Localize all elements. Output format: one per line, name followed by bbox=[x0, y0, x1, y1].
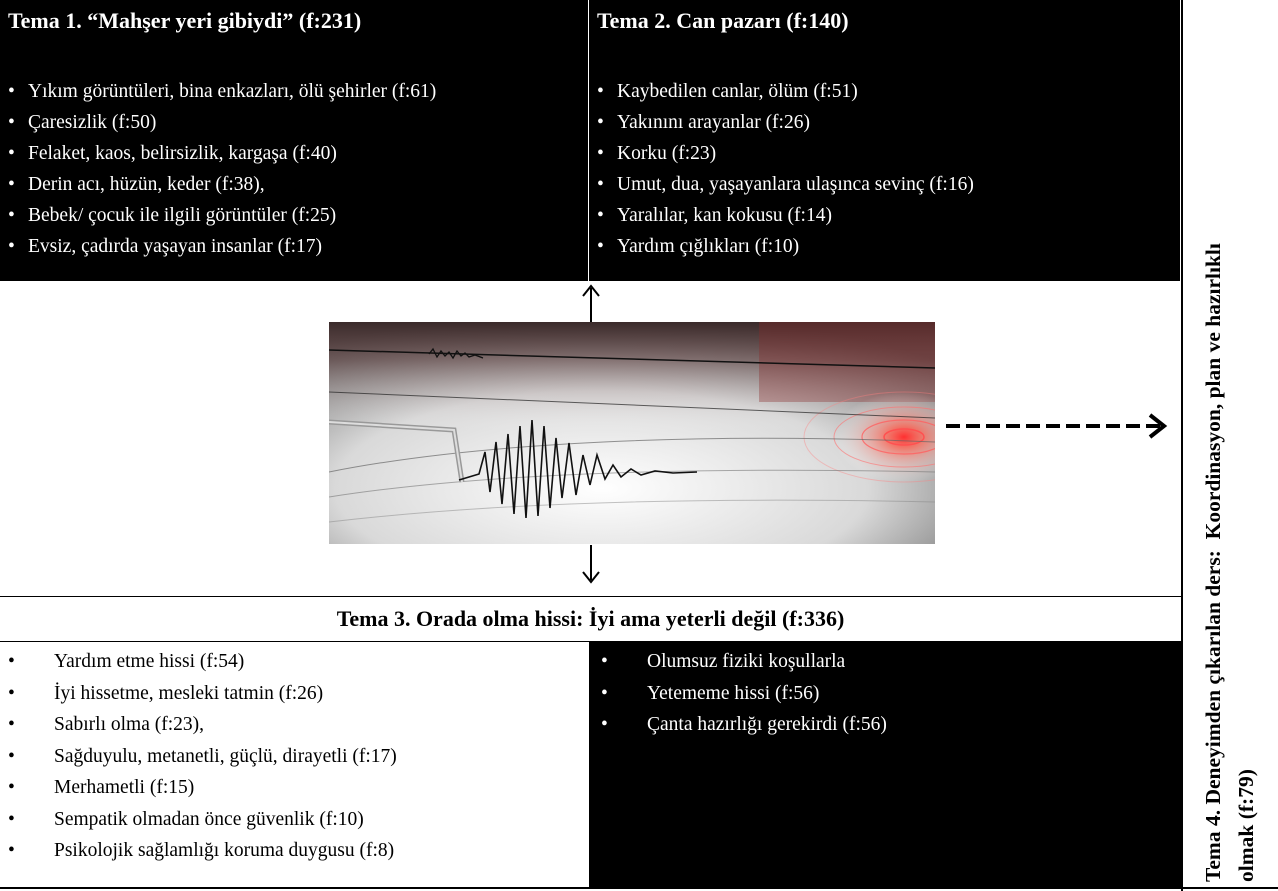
list-item: Çanta hazırlığı gerekirdi (f:56) bbox=[601, 709, 887, 741]
arrow-up-icon bbox=[582, 284, 600, 322]
list-item: Sabırlı olma (f:23), bbox=[8, 709, 397, 741]
theme1-panel: Tema 1. “Mahşer yeri gibiydi” (f:231) Yı… bbox=[0, 0, 588, 281]
theme3-right-panel: Olumsuz fiziki koşullarla Yetememe hissi… bbox=[589, 642, 1181, 887]
theme4-text: Tema 4. Deneyimden çıkarılan ders: Koord… bbox=[1197, 28, 1263, 888]
list-item: Çaresizlik (f:50) bbox=[8, 107, 436, 138]
list-item: Olumsuz fiziki koşullarla bbox=[601, 646, 887, 678]
theme4-panel: Tema 4. Deneyimden çıkarılan ders: Koord… bbox=[1183, 0, 1278, 891]
theme1-list: Yıkım görüntüleri, bina enkazları, ölü ş… bbox=[8, 76, 436, 262]
theme2-panel: Tema 2. Can pazarı (f:140) Kaybedilen ca… bbox=[589, 0, 1180, 281]
arrow-down-icon bbox=[582, 545, 600, 584]
list-item: Yakınını arayanlar (f:26) bbox=[597, 107, 974, 138]
list-item: Umut, dua, yaşayanlara ulaşınca sevinç (… bbox=[597, 169, 974, 200]
list-item: Yaralılar, kan kokusu (f:14) bbox=[597, 200, 974, 231]
list-item: Sağduyulu, metanetli, güçlü, dirayetli (… bbox=[8, 741, 397, 773]
list-item: Felaket, kaos, belirsizlik, kargaşa (f:4… bbox=[8, 138, 436, 169]
dashed-arrow-right-icon bbox=[946, 413, 1168, 439]
theme4-line2: olmak (f:79) bbox=[1234, 769, 1258, 882]
list-item: Merhametli (f:15) bbox=[8, 772, 397, 804]
list-item: Psikolojik sağlamlığı koruma duygusu (f:… bbox=[8, 835, 397, 867]
theme3-title-line bbox=[0, 641, 1181, 642]
seismograph-image bbox=[329, 322, 935, 544]
theme1-title: Tema 1. “Mahşer yeri gibiydi” (f:231) bbox=[8, 8, 362, 33]
list-item: Yıkım görüntüleri, bina enkazları, ölü ş… bbox=[8, 76, 436, 107]
list-item: Evsiz, çadırda yaşayan insanlar (f:17) bbox=[8, 231, 436, 262]
theme3-right-list: Olumsuz fiziki koşullarla Yetememe hissi… bbox=[601, 646, 887, 741]
theme3-top-line bbox=[0, 596, 1181, 597]
theme3-left-list: Yardım etme hissi (f:54) İyi hissetme, m… bbox=[8, 646, 397, 867]
frame-bottom-line bbox=[0, 887, 1278, 889]
frame-right-line bbox=[1181, 0, 1183, 891]
theme2-title: Tema 2. Can pazarı (f:140) bbox=[597, 8, 849, 33]
theme4-line1: Tema 4. Deneyimden çıkarılan ders: Koord… bbox=[1201, 243, 1225, 882]
theme3-left-panel: Yardım etme hissi (f:54) İyi hissetme, m… bbox=[0, 642, 588, 887]
theme3-title-row: Tema 3. Orada olma hissi: İyi ama yeterl… bbox=[0, 597, 1181, 641]
list-item: Sempatik olmadan önce güvenlik (f:10) bbox=[8, 804, 397, 836]
list-item: Derin acı, hüzün, keder (f:38), bbox=[8, 169, 436, 200]
list-item: Korku (f:23) bbox=[597, 138, 974, 169]
list-item: Yardım çığlıkları (f:10) bbox=[597, 231, 974, 262]
theme2-list: Kaybedilen canlar, ölüm (f:51) Yakınını … bbox=[597, 76, 974, 262]
list-item: Yetememe hissi (f:56) bbox=[601, 678, 887, 710]
list-item: Kaybedilen canlar, ölüm (f:51) bbox=[597, 76, 974, 107]
theme3-title: Tema 3. Orada olma hissi: İyi ama yeterl… bbox=[336, 606, 845, 631]
list-item: Bebek/ çocuk ile ilgili görüntüler (f:25… bbox=[8, 200, 436, 231]
list-item: İyi hissetme, mesleki tatmin (f:26) bbox=[8, 678, 397, 710]
seismograph-drawing bbox=[329, 322, 935, 544]
list-item: Yardım etme hissi (f:54) bbox=[8, 646, 397, 678]
